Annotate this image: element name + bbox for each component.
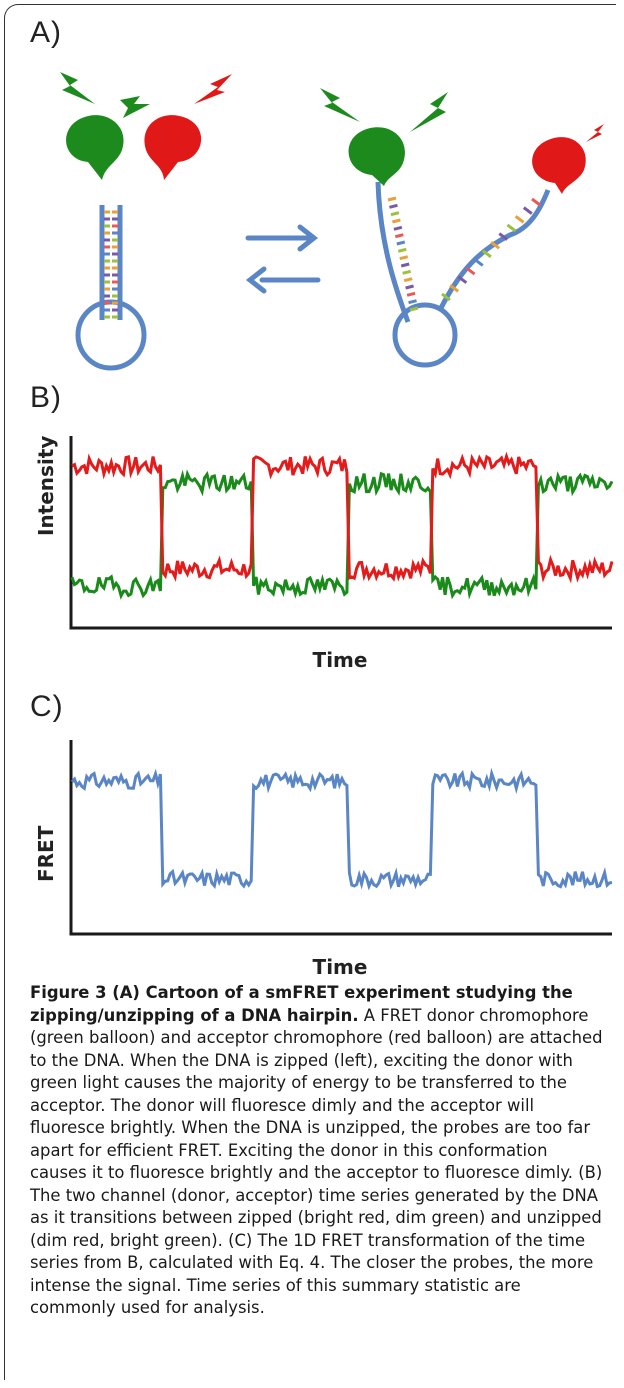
fret-ylabel: FRET xyxy=(34,825,58,882)
panel-label-c: C) xyxy=(30,690,64,723)
figure-frame xyxy=(4,4,616,1380)
figure-caption: Figure 3 (A) Cartoon of a smFRET experim… xyxy=(30,982,606,1320)
green-lightning-right-2 xyxy=(410,92,448,132)
hairpin-cartoon xyxy=(60,72,604,371)
equilibrium-arrows xyxy=(245,224,321,294)
acceptor-balloon-right xyxy=(532,137,586,194)
green-lightning-left-2 xyxy=(120,96,150,118)
unzipped-hairpin xyxy=(320,88,604,368)
red-lightning-left xyxy=(194,74,232,104)
caption-body: A FRET donor chromophore (green balloon)… xyxy=(30,1005,603,1318)
intensity-xlabel: Time xyxy=(312,648,368,672)
intensity-axes xyxy=(69,436,612,630)
donor-trace xyxy=(70,469,614,600)
caption-title: Figure 3 (A) Cartoon of a smFRET experim… xyxy=(30,983,573,1025)
panel-label-a: A) xyxy=(30,16,62,49)
green-lightning-left-1 xyxy=(60,72,95,104)
donor-balloon xyxy=(66,115,124,180)
fret-xlabel: Time xyxy=(312,955,368,979)
green-lightning-right-1 xyxy=(320,88,360,122)
donor-balloon-right xyxy=(348,127,405,186)
panel-label-b: B) xyxy=(30,381,62,414)
acceptor-trace xyxy=(71,451,614,584)
zipped-hairpin xyxy=(60,72,232,371)
intensity-ylabel: Intensity xyxy=(34,435,58,536)
acceptor-balloon xyxy=(144,115,202,180)
red-lightning-right xyxy=(586,124,604,142)
